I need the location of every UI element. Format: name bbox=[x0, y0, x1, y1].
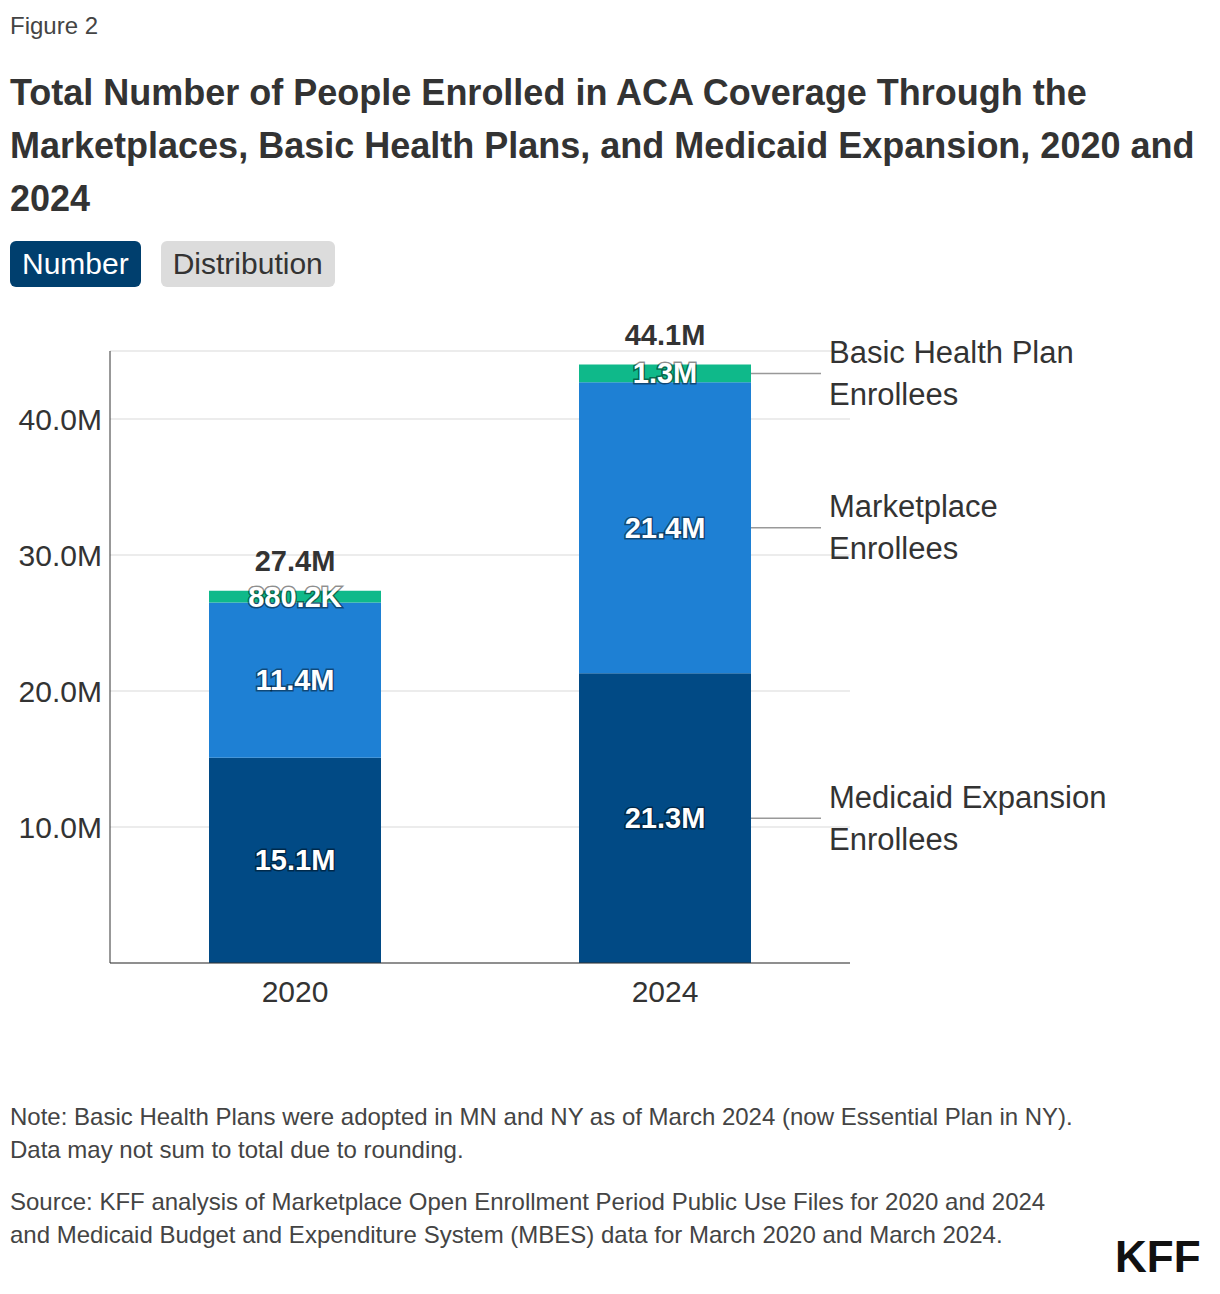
html-text:Distribution: Distribution bbox=[172, 247, 323, 280]
svg-text:2024: 2024 bbox=[632, 975, 699, 1008]
svg-text:1.3M: 1.3M bbox=[633, 357, 697, 389]
svg-text:Marketplace: Marketplace bbox=[829, 489, 998, 524]
svg-text:2020: 2020 bbox=[262, 975, 329, 1008]
svg-text:11.4M: 11.4M bbox=[256, 664, 335, 696]
svg-text:Enrollees: Enrollees bbox=[829, 822, 958, 857]
svg-text:Medicaid Expansion: Medicaid Expansion bbox=[829, 780, 1106, 815]
svg-text:20.0M: 20.0M bbox=[19, 675, 102, 708]
svg-text:Enrollees: Enrollees bbox=[829, 377, 958, 412]
svg-text:Enrollees: Enrollees bbox=[829, 531, 958, 566]
svg-text:Basic Health Plan: Basic Health Plan bbox=[829, 335, 1074, 370]
html-text:Figure 2: Figure 2 bbox=[10, 12, 98, 39]
svg-text:27.4M: 27.4M bbox=[255, 545, 336, 577]
html-text:Total Number of People Enrolle: Total Number of People Enrolled in ACA C… bbox=[10, 72, 1195, 219]
svg-text:30.0M: 30.0M bbox=[19, 539, 102, 572]
html-text:Number: Number bbox=[22, 247, 129, 280]
svg-text:21.4M: 21.4M bbox=[625, 512, 706, 544]
svg-text:44.1M: 44.1M bbox=[625, 319, 706, 351]
html-text:Source: KFF analysis of Market: Source: KFF analysis of Marketplace Open… bbox=[10, 1188, 1046, 1248]
svg-text:15.1M: 15.1M bbox=[255, 844, 336, 876]
svg-text:880.2K: 880.2K bbox=[248, 581, 342, 613]
svg-text:10.0M: 10.0M bbox=[19, 811, 102, 844]
svg-text:40.0M: 40.0M bbox=[19, 403, 102, 436]
html-text:KFF: KFF bbox=[1115, 1232, 1201, 1281]
svg-text:21.3M: 21.3M bbox=[625, 802, 706, 834]
html-text:Note: Basic Health Plans were: Note: Basic Health Plans were adopted in… bbox=[10, 1103, 1073, 1163]
